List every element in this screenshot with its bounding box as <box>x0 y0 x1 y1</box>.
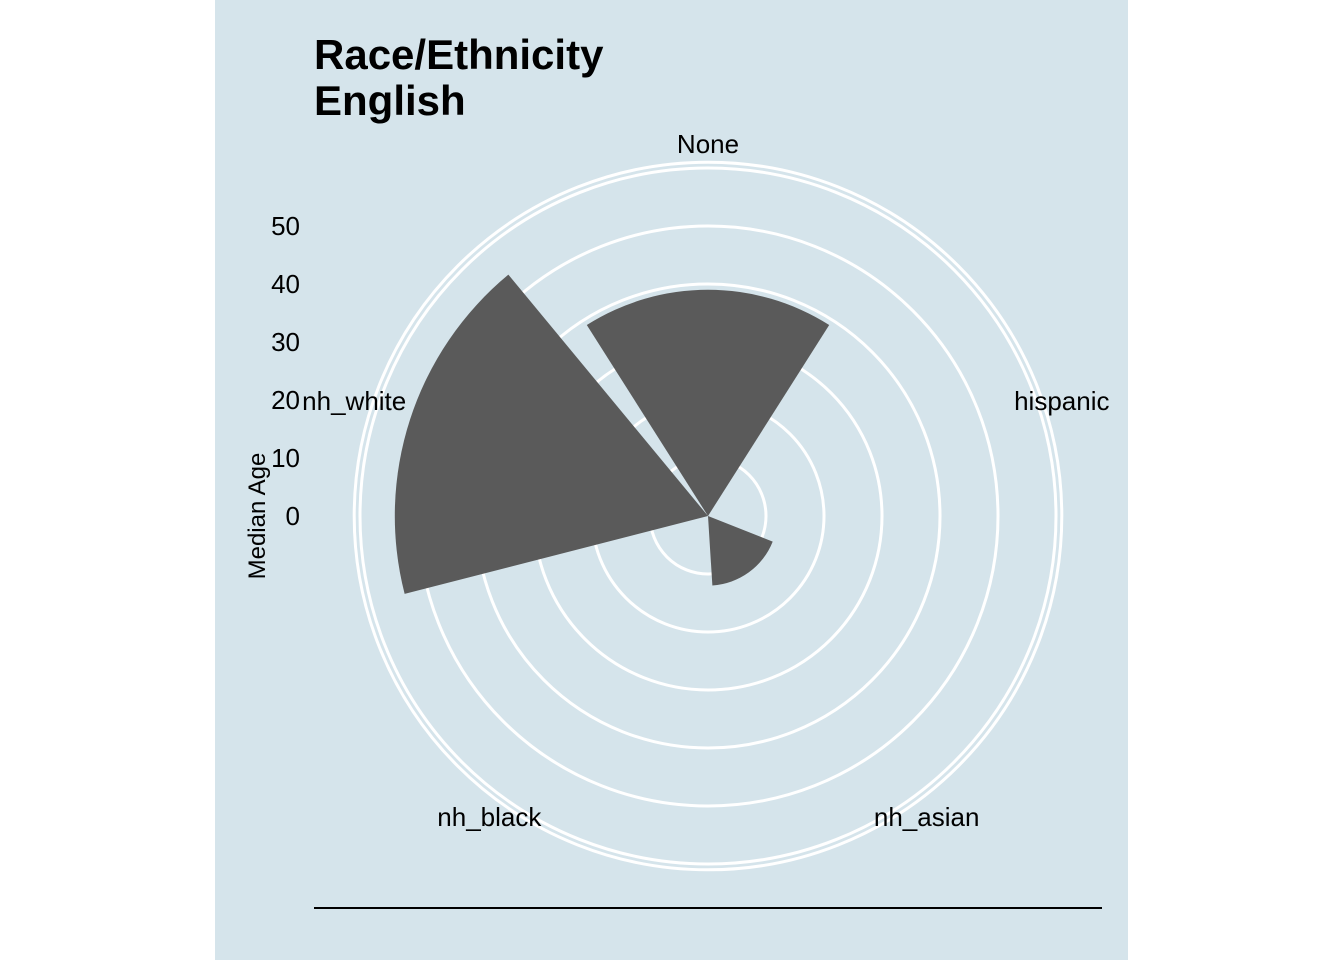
bar-None <box>586 289 830 516</box>
category-label: nh_white <box>302 386 406 416</box>
category-label: hispanic <box>1014 386 1109 416</box>
chart-title: Race/Ethnicity <box>314 31 604 78</box>
y-tick-label: 50 <box>271 211 300 241</box>
y-tick-label: 10 <box>271 443 300 473</box>
category-label: None <box>677 129 739 159</box>
chart-subtitle: English <box>314 77 466 124</box>
grid-circle-outer <box>352 160 1064 872</box>
category-label: nh_asian <box>874 802 980 832</box>
category-label: nh_black <box>437 802 542 832</box>
grid-circle <box>358 166 1058 866</box>
y-tick-label: 20 <box>271 385 300 415</box>
bar-nh_asian <box>708 516 773 586</box>
y-tick-label: 0 <box>286 501 300 531</box>
y-tick-label: 30 <box>271 327 300 357</box>
bar-nh_white <box>394 274 708 594</box>
y-tick-label: 40 <box>271 269 300 299</box>
